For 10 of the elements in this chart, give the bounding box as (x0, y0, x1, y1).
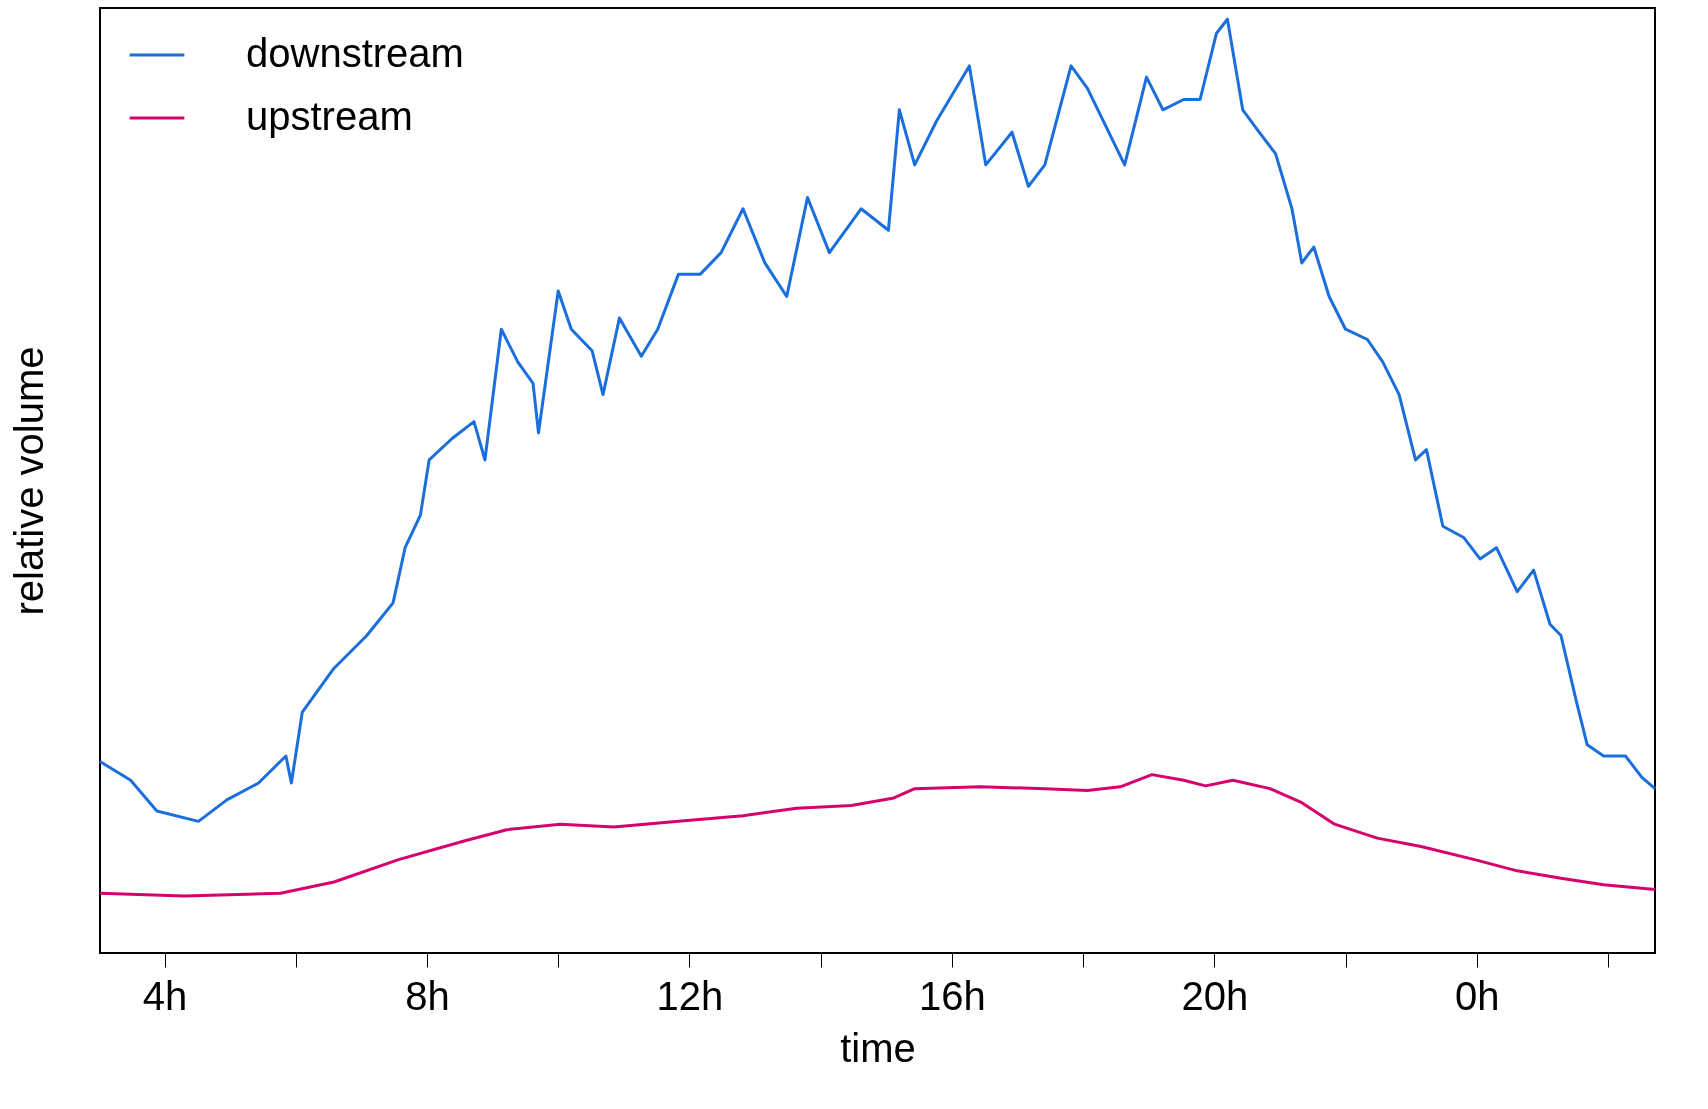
x-tick-label: 12h (656, 973, 724, 1018)
x-tick-label: 16h (918, 973, 986, 1018)
legend-label: downstream (246, 31, 464, 75)
x-tick-label: 0h (1455, 973, 1500, 1018)
x-axis-title: time (840, 1025, 916, 1070)
x-tick-label: 20h (1181, 973, 1249, 1018)
x-tick-label: 8h (405, 973, 450, 1018)
y-axis-title: relative volume (6, 346, 51, 616)
x-tick-label: 4h (142, 973, 188, 1018)
legend-label: upstream (246, 94, 413, 138)
